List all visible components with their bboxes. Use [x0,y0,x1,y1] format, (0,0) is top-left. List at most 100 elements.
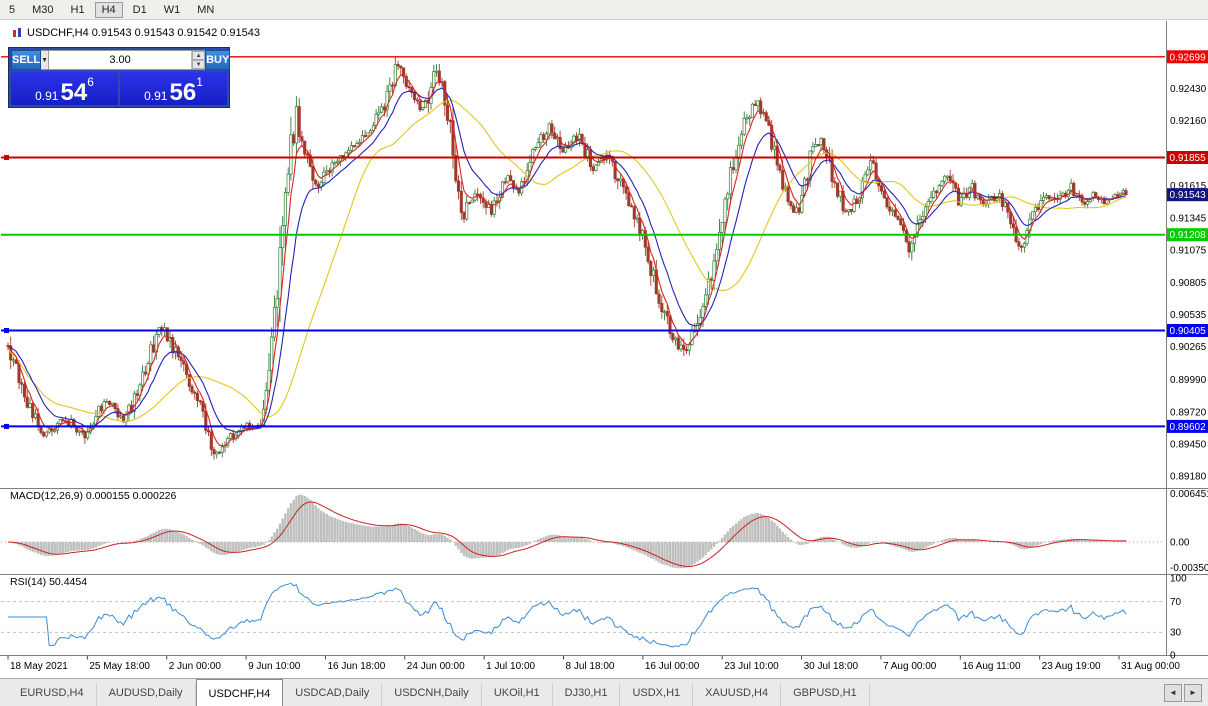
buy-price-prefix: 0.91 [144,89,168,103]
timeframe-button-mn[interactable]: MN [190,2,221,18]
timeframe-button-d1[interactable]: D1 [126,2,154,18]
timeframe-button-5[interactable]: 5 [2,2,22,18]
candlestick-chart-icon [12,28,22,38]
trade-prices-row: 0.91 54 6 0.91 56 1 [11,72,227,105]
tabs-scroll-left-button[interactable]: ◄ [1164,683,1182,702]
candles-layer [6,57,1128,460]
arrow-left-icon: ◄ [1169,688,1177,697]
lot-dropdown-button[interactable]: ▼ [41,50,50,70]
symbol-tabs: EURUSD,H4 AUDUSD,Daily USDCHF,H4 USDCAD,Dai… [0,679,1158,706]
buy-price-point: 1 [196,75,203,89]
panel-separators[interactable] [0,21,1208,656]
chart-title-row: USDCHF,H4 0.91543 0.91543 0.91542 0.9154… [12,27,260,39]
svg-text:0.90805: 0.90805 [1170,278,1207,289]
lot-size-input[interactable] [49,51,192,69]
price-line-badge [1167,228,1208,242]
svg-text:0.92160: 0.92160 [1170,116,1207,127]
arrow-right-icon: ► [1189,688,1197,697]
svg-text:8 Jul 18:00: 8 Jul 18:00 [566,661,615,672]
svg-text:0.89602: 0.89602 [1170,422,1207,433]
svg-text:100: 100 [1170,574,1187,585]
timeframe-button-m30[interactable]: M30 [25,2,60,18]
svg-text:0.89720: 0.89720 [1170,407,1207,418]
timeframe-button-h4[interactable]: H4 [94,1,123,18]
timeframe-button-h1[interactable]: H1 [64,2,92,18]
timeframe-button-w1[interactable]: W1 [157,2,188,18]
svg-text:24 Jun 00:00: 24 Jun 00:00 [407,661,465,672]
price-axis[interactable]: 0.92430 0.92160 0.91615 0.91345 0.91075 0.908… [1170,84,1207,483]
svg-text:70: 70 [1170,597,1182,608]
svg-text:16 Jun 18:00: 16 Jun 18:00 [327,661,385,672]
hline-handle [4,328,9,333]
rsi-label: RSI(14) 50.4454 [10,576,87,588]
buy-price-display[interactable]: 0.91 56 1 [120,72,227,105]
macd-panel [1,494,1165,569]
svg-text:0.90265: 0.90265 [1170,342,1207,353]
price-line-badge [1167,324,1208,337]
hline-handle [4,423,9,429]
symbol-tab-usdcnh-daily[interactable]: USDCNH,Daily [382,683,482,706]
sell-price-point: 6 [87,75,94,89]
lot-decrease-button[interactable]: ▼ [192,60,206,69]
symbol-tab-eurusd-h4[interactable]: EURUSD,H4 [8,683,97,706]
macd-signal-line [7,501,1127,568]
symbol-tab-gbpusd-h1[interactable]: GBPUSD,H1 [781,683,870,706]
buy-price-main: 56 [169,79,197,106]
caret-down-icon: ▼ [41,56,49,64]
price-line-badge [1167,419,1208,433]
symbol-tab-usdx-h1[interactable]: USDX,H1 [620,683,694,706]
current-price-badge [1167,188,1208,202]
rsi-line [8,582,1127,648]
symbol-tab-usdcad-daily[interactable]: USDCAD,Daily [283,683,383,706]
svg-text:2 Jun 00:00: 2 Jun 00:00 [169,661,222,672]
svg-text:0.92430: 0.92430 [1170,84,1207,95]
symbol-tab-xauusd-h4[interactable]: XAUUSD,H4 [693,683,782,706]
price-chart-canvas[interactable]: 0.92430 0.92160 0.91615 0.91345 0.91075 0.908… [0,21,1208,678]
chart-title: USDCHF,H4 0.91543 0.91543 0.91542 0.9154… [27,27,261,39]
symbol-tab-dj30-h1[interactable]: DJ30,H1 [553,683,621,706]
lot-spinner: ▲ ▼ [191,51,206,69]
svg-text:0.92699: 0.92699 [1170,52,1207,63]
svg-text:0.90405: 0.90405 [1170,326,1207,337]
svg-text:0.89180: 0.89180 [1170,472,1207,483]
svg-text:30: 30 [1170,628,1182,639]
symbol-tab-ukoil-h1[interactable]: UKOil,H1 [482,683,553,706]
svg-text:0.91855: 0.91855 [1170,153,1207,164]
rsi-panel [1,582,1165,648]
svg-text:0.00: 0.00 [1170,538,1190,549]
svg-text:-0.00350: -0.00350 [1170,563,1208,574]
tabs-scroll-right-button[interactable]: ► [1184,683,1202,702]
triangle-up-icon: ▲ [195,52,202,59]
price-badges: 0.92699 0.91855 0.91208 0.90405 0.89602 0.915… [1167,50,1208,433]
svg-text:0.91543: 0.91543 [1170,190,1207,201]
svg-text:0.91208: 0.91208 [1170,230,1207,241]
macd-label: MACD(12,26,9) 0.000155 0.000226 [10,490,177,502]
svg-text:16 Aug 11:00: 16 Aug 11:00 [962,661,1021,672]
price-line-badge [1167,151,1208,164]
svg-text:31 Aug 00:00: 31 Aug 00:00 [1121,661,1180,672]
symbol-tab-bar: EURUSD,H4 AUDUSD,Daily USDCHF,H4 USDCAD,Dai… [0,678,1208,706]
hline-handle [4,155,9,160]
tab-scroll-controls: ◄ ► [1158,679,1208,706]
symbol-tab-usdchf-h4[interactable]: USDCHF,H4 [195,679,284,706]
sell-price-display[interactable]: 0.91 54 6 [11,72,118,105]
buy-button[interactable]: BUY [205,50,231,70]
svg-text:0: 0 [1170,651,1176,662]
price-line-badge [1167,50,1208,64]
svg-text:0.90535: 0.90535 [1170,310,1207,321]
ma-mid-blue [7,87,1127,433]
ma-fast-red [7,74,1127,447]
sell-button[interactable]: SELL [11,50,42,70]
lot-increase-button[interactable]: ▲ [192,51,206,60]
svg-text:18 May 2021: 18 May 2021 [10,661,68,672]
chart-region: 0.92430 0.92160 0.91615 0.91345 0.91075 0.908… [0,21,1208,678]
horizontal-lines-layer[interactable] [1,56,1165,429]
one-click-trading-panel: SELL ▼ ▲ ▼ BUY 0.91 54 6 0.9 [8,47,231,108]
svg-text:23 Jul 10:00: 23 Jul 10:00 [724,661,779,672]
time-axis[interactable]: 18 May 2021 25 May 18:00 2 Jun 00:00 9 Jun … [7,656,1180,672]
svg-text:1 Jul 10:00: 1 Jul 10:00 [486,661,535,672]
svg-text:16 Jul 00:00: 16 Jul 00:00 [645,661,700,672]
moving-averages-layer [7,74,1127,447]
symbol-tab-audusd-daily[interactable]: AUDUSD,Daily [97,683,196,706]
svg-text:0.89990: 0.89990 [1170,375,1207,386]
